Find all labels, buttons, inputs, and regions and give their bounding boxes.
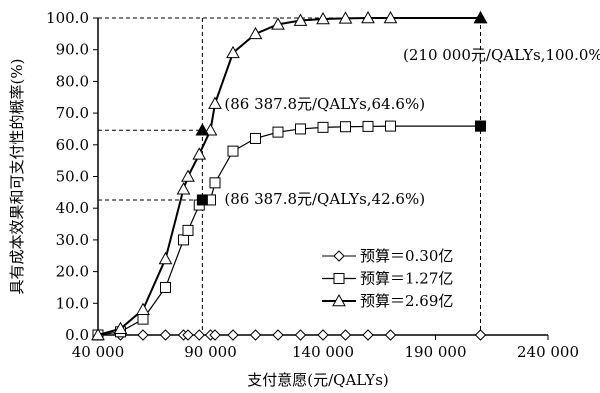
data-point-triangle (226, 45, 240, 59)
data-point-triangle (383, 10, 398, 24)
data-point-triangle (361, 10, 375, 24)
data-point-triangle (91, 327, 105, 341)
annotation-label: (86 387.8元/QALYs,42.6%) (224, 190, 425, 208)
data-point-square (340, 121, 351, 133)
data-point-triangle (136, 302, 150, 315)
x-tick-label: 240 000 (517, 343, 579, 361)
data-point-square (272, 126, 284, 138)
y-tick-label: 20.0 (56, 263, 89, 281)
y-tick-label: 100.0 (46, 9, 89, 27)
y-tick-label: 0.0 (65, 326, 89, 344)
data-point-diamond (317, 329, 329, 341)
data-point-square (317, 121, 329, 133)
y-tick-label: 30.0 (56, 231, 89, 249)
data-point-triangle (203, 123, 218, 136)
y-tick-label: 70.0 (56, 104, 89, 122)
data-point-diamond (362, 329, 374, 341)
y-tick-label: 80.0 (56, 72, 89, 90)
data-point-diamond (294, 329, 307, 341)
data-point-triangle (248, 26, 263, 40)
data-point-diamond (227, 329, 239, 341)
annotations: (210 000元/QALYs,100.0%) (86 387.8元/QALYs,… (224, 46, 600, 208)
data-point-square (137, 313, 149, 325)
legend-label: 预算＝2.69亿 (360, 292, 453, 310)
data-point-square (385, 120, 396, 132)
data-point-triangle (113, 321, 128, 334)
legend-item: 预算＝0.30亿 (322, 247, 453, 265)
y-tick-label: 50.0 (56, 168, 89, 186)
x-tick-label: 40 000 (72, 343, 125, 361)
legend-item: 预算＝2.69亿 (322, 292, 453, 310)
data-point-square (362, 120, 374, 132)
data-point-square (227, 145, 239, 157)
data-point-diamond (474, 329, 487, 341)
data-point-square (182, 224, 194, 236)
data-point-triangle (158, 251, 173, 265)
data-point-square (178, 234, 189, 246)
data-point-triangle (181, 169, 195, 182)
legend-marker-triangle (332, 293, 346, 307)
data-point-square (209, 177, 221, 189)
data-point-square (160, 281, 171, 293)
data-point-triangle (338, 11, 353, 24)
y-tick-label: 60.0 (56, 136, 89, 154)
series-diamond (92, 329, 487, 341)
series-triangle (91, 10, 488, 341)
data-point-diamond (182, 329, 194, 341)
data-point-diamond (193, 329, 205, 341)
data-point-triangle (208, 96, 222, 109)
legend-marker-square (333, 273, 345, 284)
data-point-triangle (271, 17, 285, 30)
x-axis-title: 支付意愿(元/QALYs) (247, 371, 389, 389)
y-axis-title: 具有成本效果和可支付性的概率(%) (8, 59, 26, 295)
data-point-diamond (384, 329, 397, 341)
legend-label: 预算＝1.27亿 (360, 270, 453, 288)
legend-label: 预算＝0.30亿 (360, 247, 453, 265)
x-tick-label: 140 000 (292, 343, 354, 361)
data-point-diamond (159, 329, 172, 341)
x-tick-label: 190 000 (404, 343, 466, 361)
annotation-label: (86 387.8元/QALYs,64.6%) (224, 95, 425, 113)
highlight-point-triangle (195, 123, 210, 136)
highlight-point-square (475, 120, 486, 132)
series-group (91, 10, 488, 341)
annotation-label: (210 000元/QALYs,100.0%) (403, 46, 600, 64)
legend-item: 预算＝1.27亿 (322, 270, 453, 288)
data-point-diamond (339, 329, 352, 341)
legend-marker-diamond (333, 250, 345, 262)
data-point-triangle (316, 11, 330, 25)
data-point-diamond (209, 329, 221, 341)
y-tick-label: 90.0 (56, 41, 89, 59)
y-tick-label: 10.0 (56, 294, 89, 312)
data-point-triangle (192, 147, 207, 160)
data-point-square (295, 123, 306, 135)
data-point-triangle (293, 13, 308, 26)
data-point-square (250, 132, 261, 144)
data-point-diamond (249, 329, 262, 341)
highlight-point-triangle (473, 10, 488, 24)
highlight-point-square (196, 194, 208, 206)
x-tick-label: 90 000 (184, 343, 237, 361)
y-tick-label: 40.0 (56, 199, 89, 217)
data-point-triangle (176, 182, 191, 195)
data-point-diamond (137, 329, 149, 341)
data-point-diamond (272, 329, 284, 341)
